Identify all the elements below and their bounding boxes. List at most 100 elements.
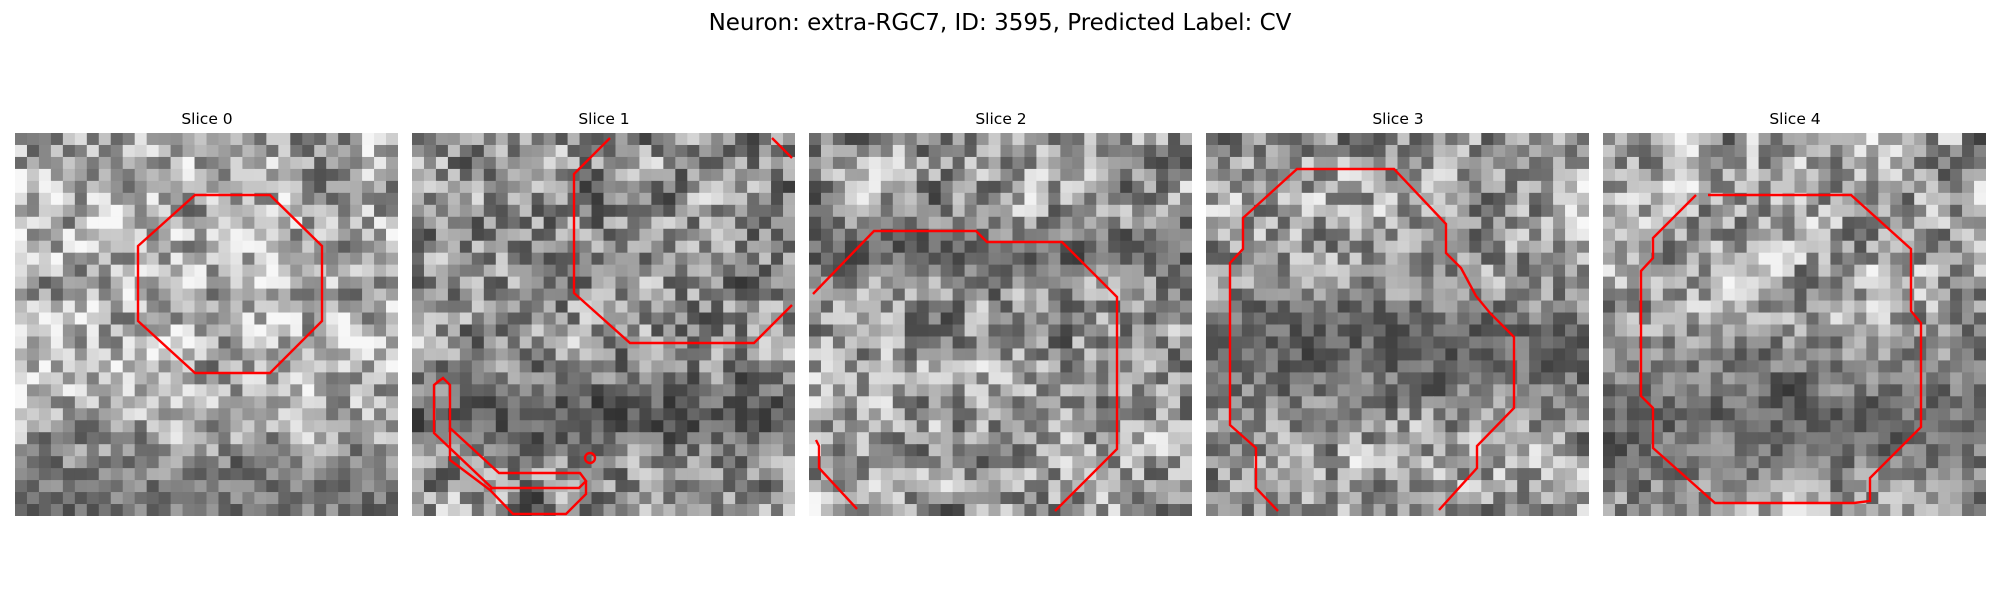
texture-pixel (1687, 384, 1700, 397)
texture-pixel (87, 289, 100, 302)
texture-pixel (989, 360, 1002, 373)
texture-pixel (1048, 181, 1061, 194)
texture-pixel (1795, 408, 1808, 421)
texture-pixel (484, 504, 497, 516)
texture-pixel (386, 360, 398, 373)
texture-pixel (735, 432, 748, 445)
texture-pixel (1699, 336, 1712, 349)
texture-pixel (1398, 325, 1411, 338)
texture-pixel (1950, 348, 1963, 361)
texture-pixel (230, 205, 243, 218)
texture-pixel (1398, 205, 1411, 218)
texture-pixel (1639, 396, 1652, 409)
texture-pixel (15, 313, 28, 326)
texture-pixel (278, 133, 291, 146)
texture-pixel (326, 181, 339, 194)
texture-pixel (1747, 396, 1760, 409)
texture-pixel (1036, 384, 1049, 397)
texture-pixel (759, 432, 772, 445)
texture-pixel (147, 348, 160, 361)
texture-pixel (1878, 360, 1891, 373)
texture-pixel (1156, 265, 1169, 278)
texture-pixel (771, 217, 784, 230)
texture-pixel (1362, 181, 1375, 194)
texture-pixel (1493, 265, 1506, 278)
texture-pixel (556, 456, 569, 469)
texture-pixel (989, 396, 1002, 409)
texture-pixel (1362, 432, 1375, 445)
texture-pixel (917, 336, 930, 349)
texture-pixel (1950, 205, 1963, 218)
texture-pixel (1627, 241, 1640, 254)
texture-pixel (1060, 480, 1073, 493)
texture-pixel (1096, 253, 1109, 266)
texture-pixel (711, 468, 724, 481)
texture-pixel (159, 193, 172, 206)
texture-pixel (51, 217, 64, 230)
texture-pixel (1505, 313, 1518, 326)
texture-pixel (1254, 169, 1267, 182)
texture-pixel (1627, 205, 1640, 218)
texture-pixel (1675, 420, 1688, 433)
texture-pixel (326, 265, 339, 278)
texture-pixel (1723, 313, 1736, 326)
texture-pixel (759, 241, 772, 254)
texture-pixel (314, 157, 327, 170)
texture-pixel (1926, 193, 1939, 206)
texture-pixel (218, 432, 231, 445)
texture-pixel (723, 420, 736, 433)
texture-pixel (1421, 289, 1434, 302)
texture-pixel (833, 133, 846, 146)
texture-pixel (448, 229, 461, 242)
texture-pixel (1505, 205, 1518, 218)
texture-pixel (627, 217, 640, 230)
texture-pixel (338, 360, 351, 373)
texture-pixel (111, 181, 124, 194)
texture-pixel (1036, 229, 1049, 242)
texture-pixel (1072, 229, 1085, 242)
texture-pixel (1156, 408, 1169, 421)
texture-pixel (771, 205, 784, 218)
texture-pixel (893, 313, 906, 326)
texture-pixel (723, 468, 736, 481)
texture-pixel (1362, 169, 1375, 182)
texture-pixel (412, 396, 425, 409)
texture-pixel (1493, 289, 1506, 302)
texture-pixel (604, 348, 617, 361)
texture-pixel (1529, 492, 1542, 505)
texture-pixel (1338, 336, 1351, 349)
texture-pixel (881, 241, 894, 254)
texture-pixel (1302, 193, 1315, 206)
texture-pixel (448, 265, 461, 278)
texture-pixel (881, 408, 894, 421)
texture-pixel (1084, 480, 1097, 493)
texture-pixel (905, 420, 918, 433)
texture-pixel (424, 145, 437, 158)
texture-pixel (604, 277, 617, 290)
texture-pixel (338, 205, 351, 218)
texture-pixel (1001, 504, 1014, 516)
texture-pixel (15, 360, 28, 373)
texture-pixel (1338, 372, 1351, 385)
texture-pixel (1180, 432, 1192, 445)
texture-pixel (290, 169, 303, 182)
texture-pixel (1902, 396, 1915, 409)
texture-pixel (1206, 468, 1219, 481)
texture-pixel (1541, 181, 1554, 194)
texture-pixel (893, 396, 906, 409)
texture-pixel (1687, 301, 1700, 314)
texture-pixel (1278, 229, 1291, 242)
texture-pixel (977, 181, 990, 194)
texture-pixel (532, 265, 545, 278)
texture-pixel (1326, 277, 1339, 290)
texture-pixel (1759, 408, 1772, 421)
texture-pixel (711, 133, 724, 146)
texture-pixel (1771, 145, 1784, 158)
texture-pixel (615, 313, 628, 326)
texture-pixel (63, 241, 76, 254)
texture-pixel (1242, 480, 1255, 493)
texture-pixel (147, 157, 160, 170)
texture-pixel (75, 468, 88, 481)
texture-pixel (1878, 432, 1891, 445)
texture-pixel (869, 384, 882, 397)
